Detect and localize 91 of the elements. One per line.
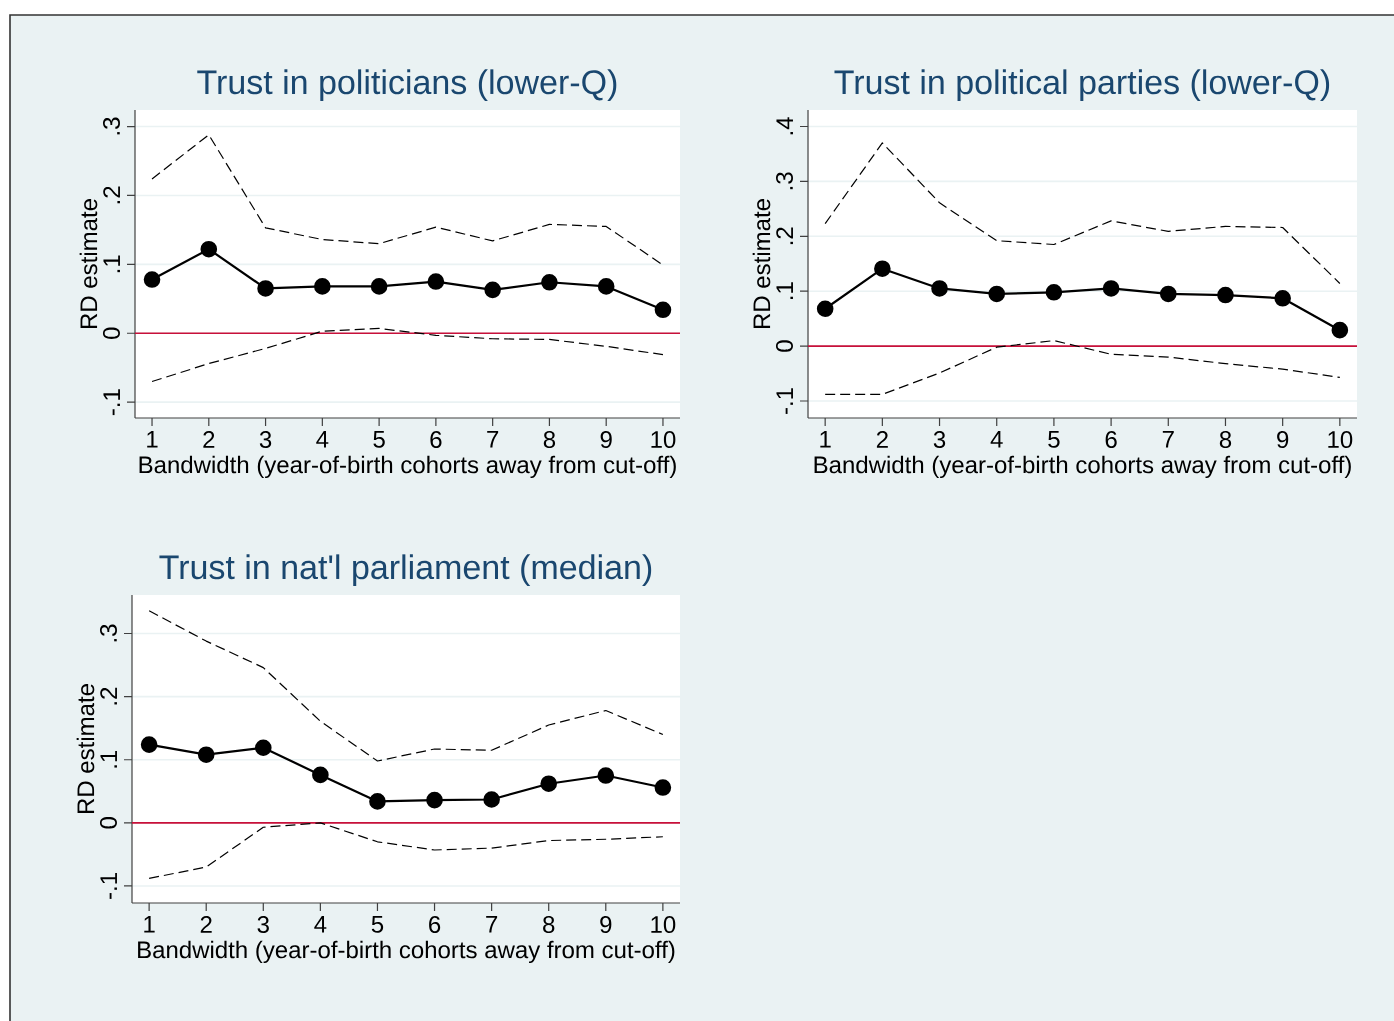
point bbox=[1102, 280, 1120, 297]
point bbox=[312, 766, 329, 784]
y-tick-label: .3 bbox=[102, 117, 120, 135]
x-axis-title: Bandwidth (year-of-birth cohorts away from cut-off) bbox=[139, 455, 676, 479]
point bbox=[931, 280, 948, 297]
y-tick-label: -.1 bbox=[776, 388, 793, 414]
y-tick-label: .1 bbox=[100, 750, 117, 768]
x-axis-title: Bandwidth (year-of-birth cohorts away from cut-off) bbox=[138, 940, 675, 964]
line-series bbox=[824, 142, 1341, 285]
y-tick-label: 0 bbox=[99, 817, 117, 829]
x-tick-label: 6 bbox=[1105, 431, 1117, 449]
x-tick-label: 7 bbox=[487, 431, 499, 448]
x-tick-label: 3 bbox=[933, 431, 946, 449]
x-tick-label: 4 bbox=[314, 916, 327, 933]
y-tick-label: .1 bbox=[776, 282, 793, 299]
x-axis-title: Bandwidth (year-of-birth cohorts away from cut-off) bbox=[814, 455, 1351, 479]
x-tick-label: 8 bbox=[1219, 431, 1232, 449]
x-tick-label: 1 bbox=[144, 916, 155, 933]
point bbox=[1159, 285, 1177, 303]
point bbox=[988, 285, 1006, 303]
line-series bbox=[151, 327, 664, 383]
x-tick-label: 10 bbox=[1328, 431, 1353, 449]
y-tick-label: 0 bbox=[775, 340, 793, 352]
x-tick-label: 8 bbox=[543, 916, 555, 934]
x-tick-label: 9 bbox=[1277, 431, 1289, 449]
point bbox=[426, 791, 443, 809]
x-tick-label: 2 bbox=[200, 916, 212, 933]
x-tick-label: 1 bbox=[820, 431, 831, 448]
point bbox=[140, 736, 158, 753]
y-tick-label: .2 bbox=[103, 186, 120, 204]
chart-title: Trust in politicians (lower-Q) bbox=[197, 69, 617, 102]
y-tick-label: .1 bbox=[103, 255, 120, 273]
x-tick-label: 5 bbox=[371, 916, 384, 933]
x-tick-label: 10 bbox=[651, 431, 676, 449]
point bbox=[370, 278, 388, 295]
point bbox=[597, 767, 615, 784]
line-series bbox=[824, 340, 1341, 396]
point bbox=[257, 280, 274, 297]
line-series bbox=[148, 610, 664, 762]
x-tick-label: 3 bbox=[259, 431, 272, 449]
line-series bbox=[151, 134, 664, 266]
point bbox=[1331, 321, 1349, 339]
x-tick-label: 7 bbox=[486, 916, 498, 933]
x-tick-label: 4 bbox=[316, 431, 329, 448]
x-tick-label: 9 bbox=[600, 431, 612, 449]
y-axis-title: RD estimate bbox=[752, 199, 771, 329]
point bbox=[143, 271, 161, 288]
point bbox=[197, 746, 215, 763]
x-tick-label: 5 bbox=[373, 431, 385, 448]
y-tick-label: .2 bbox=[776, 227, 793, 245]
point bbox=[369, 793, 386, 810]
point bbox=[597, 278, 615, 295]
y-axis-title: RD estimate bbox=[76, 684, 95, 814]
y-tick-label: .3 bbox=[99, 624, 117, 642]
x-tick-label: 5 bbox=[1048, 431, 1060, 448]
point bbox=[484, 281, 501, 299]
point bbox=[483, 791, 500, 808]
x-tick-label: 6 bbox=[430, 431, 442, 449]
x-tick-label: 4 bbox=[990, 431, 1003, 448]
point bbox=[1274, 290, 1291, 307]
x-tick-label: 3 bbox=[257, 916, 269, 934]
point bbox=[427, 273, 445, 290]
point bbox=[200, 240, 218, 258]
x-tick-label: 8 bbox=[543, 431, 556, 449]
point bbox=[654, 301, 672, 319]
point bbox=[540, 775, 558, 793]
point bbox=[541, 273, 558, 291]
chart-title: Trust in political parties (lower-Q) bbox=[834, 69, 1330, 102]
x-tick-label: 7 bbox=[1162, 431, 1174, 448]
y-tick-label: .3 bbox=[775, 172, 793, 190]
x-tick-label: 6 bbox=[429, 916, 441, 934]
x-tick-label: 2 bbox=[203, 431, 215, 448]
point bbox=[314, 278, 331, 295]
point bbox=[1045, 283, 1063, 301]
line-series bbox=[148, 822, 664, 879]
y-axis-title: RD estimate bbox=[79, 199, 98, 329]
point bbox=[1217, 286, 1234, 304]
x-tick-label: 9 bbox=[600, 916, 612, 934]
x-tick-label: 1 bbox=[147, 431, 158, 448]
point bbox=[254, 739, 272, 757]
y-tick-label: -.1 bbox=[103, 389, 120, 416]
x-tick-label: 10 bbox=[651, 916, 676, 934]
point bbox=[874, 260, 891, 277]
y-tick-label: 0 bbox=[102, 327, 120, 339]
y-tick-label: -.1 bbox=[100, 873, 117, 899]
x-tick-label: 2 bbox=[876, 431, 888, 448]
point bbox=[654, 779, 672, 796]
y-tick-label: .4 bbox=[776, 117, 793, 135]
y-tick-label: .2 bbox=[100, 687, 117, 705]
point bbox=[816, 300, 834, 318]
chart-title: Trust in nat'l parliament (median) bbox=[159, 554, 652, 587]
